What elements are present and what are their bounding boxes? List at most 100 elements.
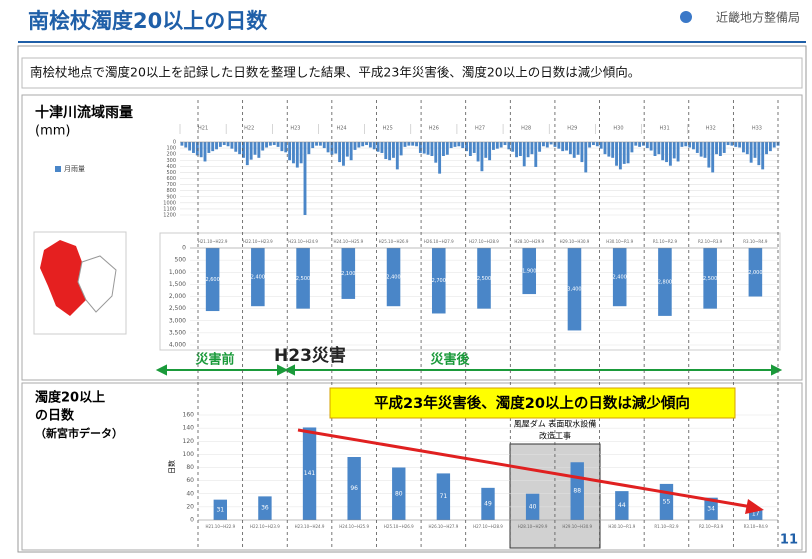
slide-title: 南桧杖濁度20以上の日数 — [28, 9, 268, 33]
value-label: 34 — [707, 505, 715, 512]
bar — [630, 142, 634, 153]
bar — [534, 142, 538, 167]
bar — [515, 142, 518, 158]
bar — [218, 142, 222, 147]
bar — [342, 142, 345, 166]
bar — [542, 142, 545, 147]
bar — [222, 142, 226, 146]
bar — [749, 142, 753, 163]
bar — [403, 142, 407, 147]
x-tick-label: H26.10~H27.9 — [424, 239, 454, 244]
value-label: 31 — [216, 506, 224, 513]
bar — [522, 142, 526, 167]
bar — [525, 493, 540, 520]
bar — [518, 142, 522, 156]
bar — [611, 142, 615, 158]
value-label: 3,400 — [567, 287, 581, 293]
bar — [251, 248, 265, 307]
y-tick-label: 1200 — [163, 213, 176, 219]
y-tick-label: 400 — [166, 164, 176, 170]
bar — [634, 142, 638, 146]
bar — [599, 142, 603, 149]
y-tick-label: 4,000 — [169, 342, 186, 349]
turbidity-subtitle: （新宮市データ） — [35, 426, 123, 440]
bar — [436, 473, 451, 520]
bar — [730, 142, 734, 146]
bar — [411, 142, 415, 146]
bar — [422, 142, 426, 154]
y-tick-label: 40 — [186, 490, 194, 497]
bar — [704, 497, 718, 520]
bar — [234, 142, 238, 152]
bar — [295, 142, 299, 168]
bar — [684, 142, 688, 147]
trend-arrow — [297, 428, 753, 509]
x-tick-label: H22.10~H23.9 — [243, 239, 273, 244]
bar — [715, 142, 718, 155]
bar — [399, 142, 403, 156]
bar — [249, 142, 253, 160]
value-label: 2,800 — [658, 279, 672, 285]
bar — [365, 142, 368, 146]
bar — [357, 142, 361, 148]
bar — [592, 142, 595, 146]
y-tick-label: 300 — [166, 158, 176, 164]
bar — [302, 427, 317, 520]
bar — [213, 499, 227, 520]
bar — [745, 142, 749, 155]
bar — [749, 508, 763, 520]
bar — [361, 142, 365, 147]
bar — [642, 142, 645, 146]
highlight-box — [329, 387, 736, 419]
rain-title: 十津川流域雨量 — [35, 104, 133, 121]
bar — [699, 142, 703, 157]
value-label: 141 — [304, 470, 316, 477]
y-tick-label: 1,000 — [169, 269, 186, 276]
bar — [449, 142, 453, 149]
turbidity-title: 濁度20以上 — [35, 390, 105, 406]
x-tick-label: H21.10~H22.9 — [198, 239, 228, 244]
bar — [680, 142, 684, 147]
bar — [538, 142, 542, 152]
bar — [607, 142, 611, 157]
bar — [549, 142, 553, 145]
bar — [753, 142, 757, 158]
bar — [180, 142, 184, 146]
x-tick-label: H23.10~H24.9 — [288, 239, 318, 244]
y-tick-label: 2,000 — [169, 293, 186, 300]
bar — [626, 142, 630, 164]
value-label: 1,900 — [522, 269, 536, 275]
bar — [296, 248, 310, 309]
value-label: 2,700 — [432, 278, 446, 284]
disaster-label: H23災害 — [274, 345, 346, 366]
x-tick-label: H26.10~H27.9 — [429, 524, 459, 529]
bar — [477, 248, 491, 309]
bar — [315, 142, 318, 146]
bar — [695, 142, 699, 153]
value-label: 71 — [440, 493, 448, 500]
bar — [238, 142, 242, 155]
bar — [322, 142, 326, 149]
bar — [461, 142, 465, 149]
bar — [442, 142, 445, 156]
value-label: 2,100 — [341, 271, 355, 277]
bar — [395, 142, 399, 170]
x-tick-label: H30.10~R1.9 — [608, 524, 635, 529]
y-tick-label: 900 — [166, 194, 176, 200]
value-label: 17 — [752, 511, 760, 518]
value-label: 2,500 — [296, 276, 310, 282]
x-tick-label: R3.10~R4.9 — [743, 239, 768, 244]
summary: 南桧杖地点で濁度20以上を記録した日数を整理した結果、平成23年災害後、濁度20… — [30, 65, 640, 80]
bar — [661, 142, 665, 161]
bar — [603, 142, 607, 155]
bar — [672, 142, 676, 159]
bar — [438, 142, 442, 174]
value-label: 49 — [484, 500, 492, 507]
bar — [768, 142, 772, 152]
bar — [612, 248, 627, 307]
x-tick-label: R1.10~R2.9 — [653, 239, 678, 244]
bar — [495, 142, 499, 149]
trend-arrowhead — [745, 499, 764, 514]
y-tick-label: 1000 — [163, 200, 176, 206]
bar — [258, 496, 272, 520]
